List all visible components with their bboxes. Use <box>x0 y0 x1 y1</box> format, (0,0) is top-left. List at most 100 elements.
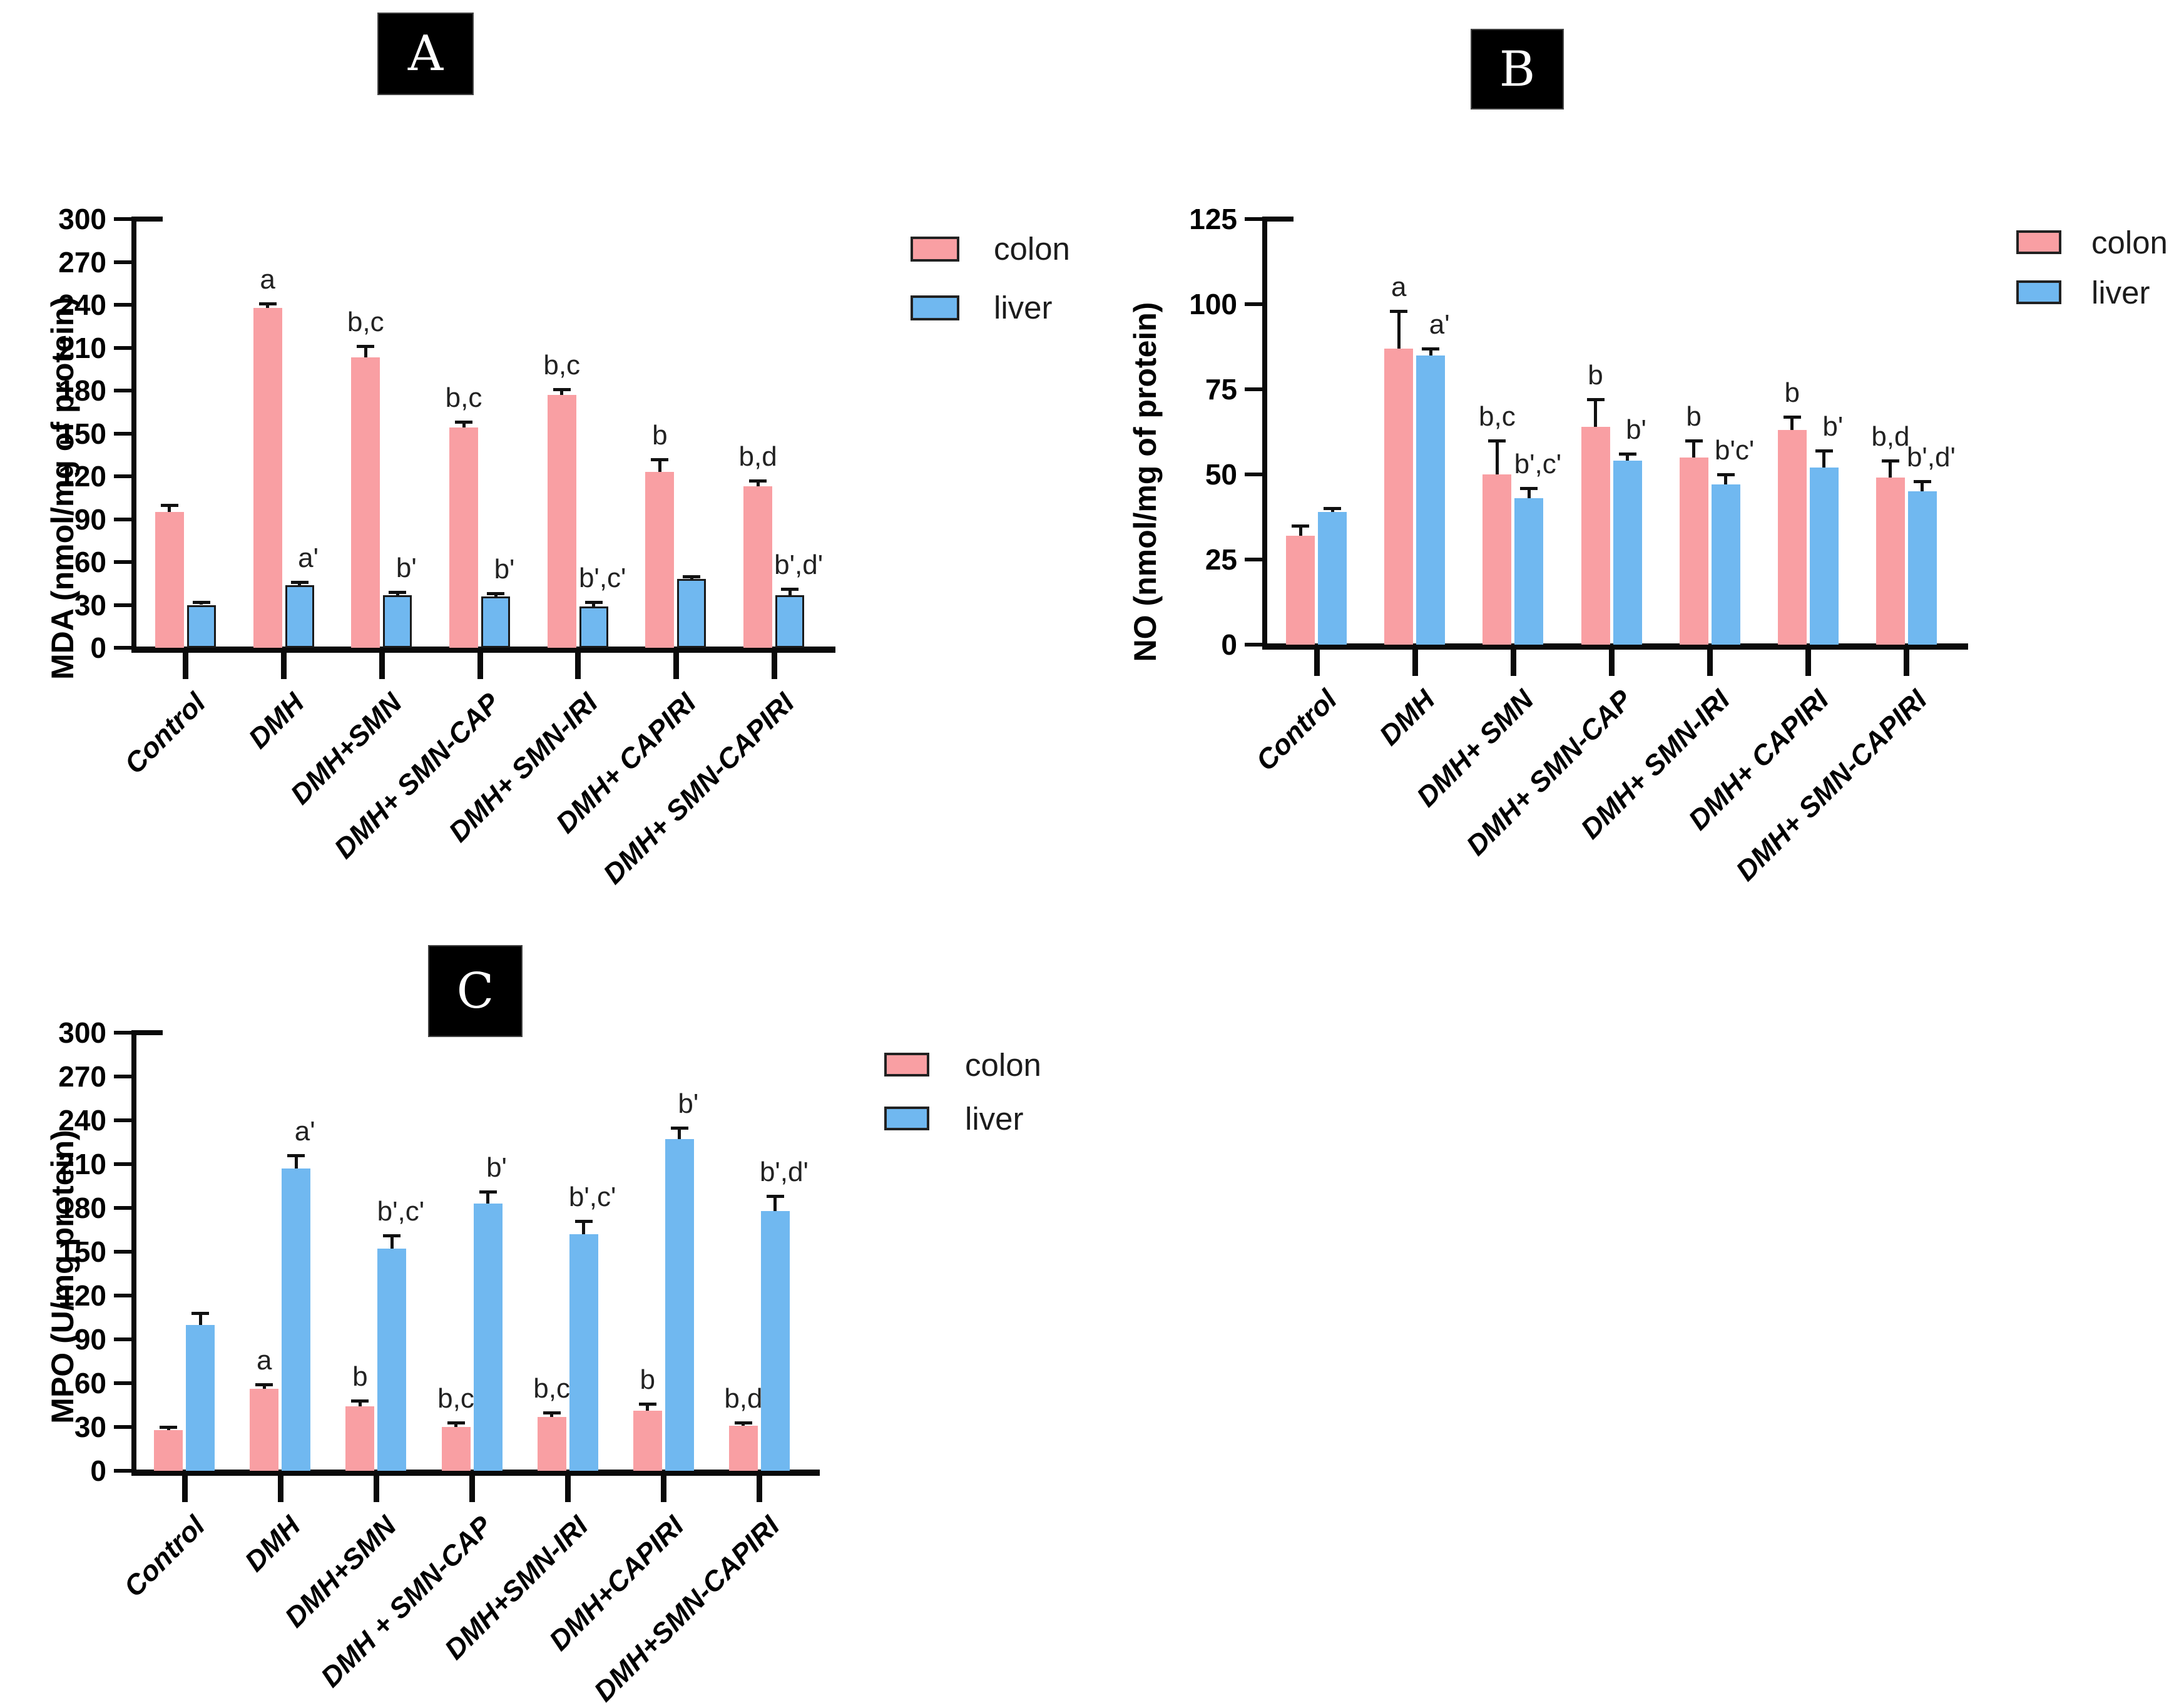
legend-label-colon: colon <box>2091 225 2168 260</box>
y-axis-title: MDA (nmol/mg of protein) <box>45 297 80 680</box>
y-tick-label: 60 <box>74 546 106 578</box>
y-tick-label: 90 <box>74 1323 106 1356</box>
error-bar-colon-3 <box>358 1401 362 1407</box>
bar-liver-5 <box>579 606 608 648</box>
bar-liver-4 <box>473 1204 503 1471</box>
panel-letter: C <box>456 963 494 1020</box>
category-label: DMH + SMN-CAP <box>314 1510 499 1694</box>
y-tick-mark <box>114 474 131 478</box>
sig-label-colon-3: b,c <box>347 307 384 338</box>
error-bar-cap-colon-2 <box>258 302 277 305</box>
y-tick-mark <box>114 1206 131 1210</box>
y-tick-mark <box>114 431 131 436</box>
x-axis-line <box>131 647 835 653</box>
error-bar-colon-2 <box>266 303 270 308</box>
x-tick-mark <box>1609 650 1615 676</box>
y-tick-label: 210 <box>58 331 106 364</box>
sig-label-liver-7: b',d' <box>759 1157 809 1188</box>
x-tick-mark <box>469 1476 475 1502</box>
error-bar-liver-7 <box>773 1196 777 1211</box>
panel-label-box: A <box>379 14 472 94</box>
error-bar-cap-liver-4 <box>487 592 504 596</box>
error-bar-colon-7 <box>1889 461 1892 478</box>
sig-label-liver-4: b' <box>486 1152 507 1184</box>
legend-swatch-liver <box>884 1107 929 1130</box>
bar-colon-3 <box>1483 474 1512 645</box>
bar-liver-3 <box>377 1249 407 1471</box>
y-tick-label: 180 <box>58 1192 106 1224</box>
y-tick-mark <box>114 517 131 521</box>
panel-label-box: C <box>429 946 521 1036</box>
legend-swatch-liver <box>911 295 959 320</box>
x-tick-mark <box>673 653 679 679</box>
error-bar-cap-liver-6 <box>670 1126 688 1130</box>
sig-label-liver-5: b',c' <box>578 562 626 593</box>
error-bar-liver-2 <box>298 581 302 585</box>
error-bar-cap-colon-5 <box>543 1411 561 1414</box>
y-axis-title: MPO (U/mg protein) <box>45 1130 80 1424</box>
bar-colon-5 <box>1679 457 1708 645</box>
y-tick-label: 120 <box>58 1279 106 1312</box>
y-tick-mark <box>114 1075 131 1078</box>
bar-liver-6 <box>665 1139 694 1471</box>
bar-liver-3 <box>1514 498 1544 645</box>
error-bar-colon-7 <box>742 1423 745 1426</box>
error-bar-cap-colon-4 <box>1586 398 1605 402</box>
error-bar-colon-3 <box>364 346 367 358</box>
y-axis-line <box>131 1030 136 1473</box>
bar-colon-7 <box>1875 478 1905 645</box>
bar-liver-2 <box>285 585 314 648</box>
panel-letter: B <box>1499 41 1536 98</box>
x-tick-mark <box>1412 650 1418 676</box>
x-tick-mark <box>477 653 483 679</box>
sig-label-colon-5: b <box>1686 401 1702 432</box>
error-bar-cap-colon-1 <box>160 503 178 507</box>
bar-liver-7 <box>1907 491 1937 645</box>
sig-label-liver-5: b'c' <box>1715 435 1755 466</box>
error-bar-colon-5 <box>550 1412 554 1417</box>
error-bar-cap-liver-4 <box>479 1190 497 1194</box>
error-bar-cap-colon-7 <box>1881 459 1899 463</box>
sig-label-colon-7: b,d <box>724 1383 763 1414</box>
y-tick-mark <box>114 1294 131 1297</box>
y-tick-mark <box>1245 387 1262 391</box>
error-bar-cap-liver-2 <box>287 1154 305 1157</box>
error-bar-cap-colon-5 <box>1685 439 1703 442</box>
y-tick-mark <box>114 1162 131 1166</box>
bar-liver-4 <box>481 596 510 648</box>
y-tick-label: 0 <box>90 1455 106 1487</box>
bar-colon-7 <box>743 486 773 648</box>
y-tick-label: 60 <box>74 1367 106 1399</box>
sig-label-colon-4: b,c <box>437 1383 474 1414</box>
error-bar-colon-2 <box>262 1384 266 1389</box>
error-bar-cap-liver-3 <box>1520 486 1538 490</box>
y-tick-label: 240 <box>58 1104 106 1137</box>
y-tick-label: 90 <box>74 503 106 536</box>
x-tick-mark <box>1707 650 1713 676</box>
legend-swatch-colon <box>2016 230 2061 254</box>
x-tick-mark <box>1510 650 1516 676</box>
y-tick-mark <box>114 1425 131 1429</box>
x-tick-mark <box>565 1476 571 1502</box>
category-label: DMH+ CAPIRI <box>1682 683 1835 836</box>
legend-label-liver: liver <box>994 290 1053 325</box>
panel-c-mpo-chart: C 0 30 60 90 120 150 180 210 240 270 300 MPO (U/mg p… <box>45 946 1041 1707</box>
error-bar-cap-colon-3 <box>1488 439 1506 442</box>
sig-label-liver-2: a' <box>298 542 319 573</box>
sig-label-liver-2: a' <box>1429 309 1450 340</box>
bar-colon-3 <box>345 1406 375 1471</box>
y-tick-label: 0 <box>1221 628 1237 661</box>
y-tick-mark <box>114 1381 131 1385</box>
category-label: DMH <box>238 1510 307 1578</box>
sig-label-colon-6: b <box>640 1364 656 1395</box>
error-bar-cap-liver-7 <box>766 1195 784 1199</box>
panel-b-no-chart: B 0 25 50 75 100 125 NO (nmol/mg of protein) Con… <box>1128 30 2168 887</box>
error-bar-cap-liver-5 <box>584 600 603 604</box>
x-axis-line <box>1262 643 1968 650</box>
x-tick-mark <box>1314 650 1320 676</box>
y-tick-mark <box>114 217 131 221</box>
sig-label-colon-2: a <box>260 263 275 295</box>
error-bar-cap-colon-2 <box>255 1383 273 1387</box>
y-tick-label: 75 <box>1205 373 1237 406</box>
bar-liver-6 <box>1809 468 1839 645</box>
